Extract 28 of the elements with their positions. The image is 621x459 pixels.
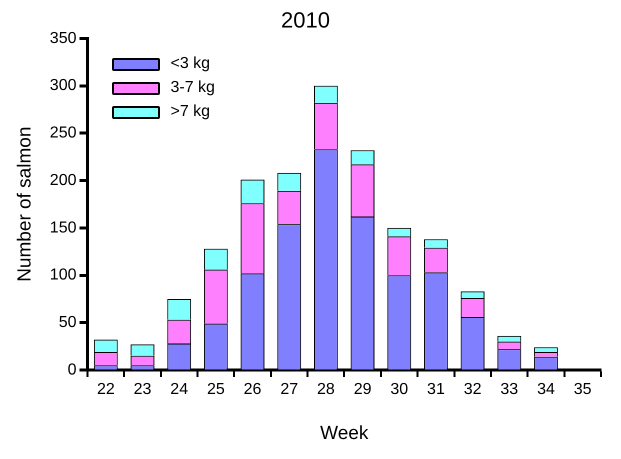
x-tick-label: 24 — [170, 381, 188, 398]
legend-label: 3-7 kg — [170, 79, 215, 98]
x-tick-label: 29 — [354, 381, 372, 398]
y-tick-label: 250 — [50, 124, 77, 142]
x-tick-label: 32 — [464, 381, 482, 398]
chart-title: 2010 — [281, 7, 330, 32]
x-tick-label: 33 — [500, 381, 518, 398]
x-tick-label: 31 — [427, 381, 445, 398]
x-tick-label: 35 — [574, 381, 592, 398]
legend-label: >7 kg — [170, 103, 210, 122]
x-axis-title: Week — [320, 422, 369, 444]
x-tick-label: 25 — [206, 381, 225, 398]
y-tick-label: 50 — [58, 314, 77, 332]
y-tick-label: 150 — [50, 219, 77, 236]
x-tick-label: 34 — [537, 381, 555, 398]
x-tick-label: 22 — [96, 381, 115, 398]
y-tick-label: 350 — [50, 30, 77, 47]
x-tick-label: 30 — [390, 381, 408, 398]
y-tick-label: 0 — [68, 361, 77, 378]
x-tick-label: 28 — [317, 381, 335, 398]
y-tick-label: 200 — [50, 172, 77, 189]
y-tick-label: 100 — [50, 266, 77, 284]
y-axis-title: Number of salmon — [14, 126, 36, 282]
x-tick-label: 26 — [244, 381, 262, 398]
y-tick-label: 300 — [50, 77, 77, 94]
x-tick-label: 23 — [134, 381, 152, 398]
x-tick-label: 27 — [280, 381, 298, 398]
legend-label: <3 kg — [170, 55, 210, 74]
